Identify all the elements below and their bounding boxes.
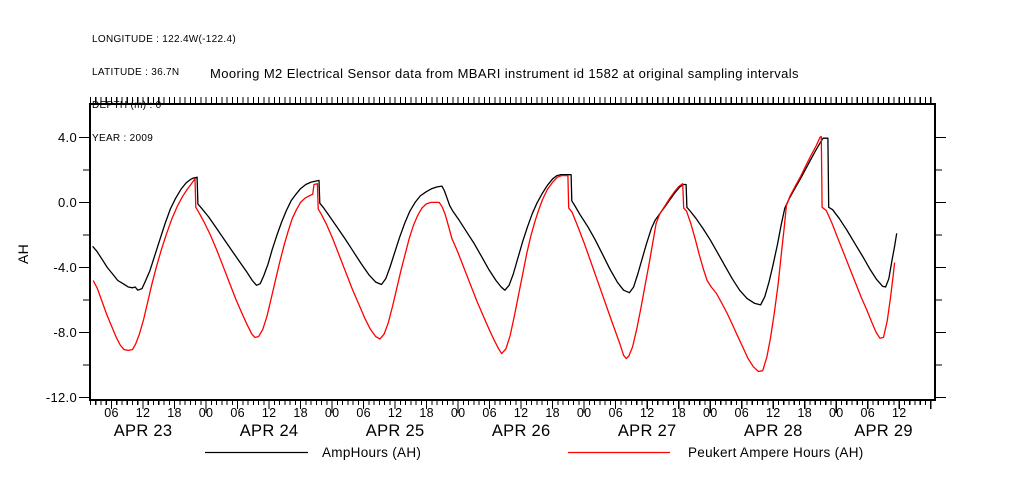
metadata-year: YEAR : 2009 xyxy=(92,133,154,144)
legend-label-1: Peukert Ampere Hours (AH) xyxy=(688,445,864,460)
y-tick-label: -4.0 xyxy=(53,260,77,275)
hour-tick-label: 12 xyxy=(262,406,277,420)
hour-tick-label: 00 xyxy=(577,406,592,420)
hour-tick-label: 12 xyxy=(766,406,781,420)
axis-ticks xyxy=(79,97,946,413)
hour-tick-label: 06 xyxy=(482,406,497,420)
hour-tick-label: 00 xyxy=(199,406,214,420)
hour-tick-label: 06 xyxy=(734,406,749,420)
hour-tick-label: 00 xyxy=(829,406,844,420)
date-label: APR 24 xyxy=(240,422,299,440)
date-label: APR 28 xyxy=(744,422,803,440)
hour-tick-label: 06 xyxy=(104,406,119,420)
hour-tick-label: 18 xyxy=(797,406,812,420)
hour-tick-label: 06 xyxy=(861,406,876,420)
hour-tick-label: 12 xyxy=(514,406,529,420)
hour-tick-label: 12 xyxy=(640,406,655,420)
hour-tick-label: 18 xyxy=(545,406,560,420)
metadata-depth: DEPTH (m) : 0 xyxy=(92,100,162,111)
y-tick-label: -8.0 xyxy=(53,325,77,340)
hour-tick-label: 00 xyxy=(703,406,718,420)
series-line-0 xyxy=(92,137,898,306)
metadata-latitude: LATITUDE : 36.7N xyxy=(92,67,180,78)
hour-tick-label: 12 xyxy=(892,406,907,420)
hour-tick-label: 18 xyxy=(293,406,308,420)
hour-tick-label: 06 xyxy=(608,406,623,420)
plot-frame xyxy=(89,103,936,401)
date-label: APR 29 xyxy=(854,422,913,440)
hour-tick-label: 06 xyxy=(356,406,371,420)
hour-tick-label: 06 xyxy=(230,406,245,420)
y-tick-label: 0.0 xyxy=(58,195,77,210)
legend-label-0: AmpHours (AH) xyxy=(322,445,421,460)
station-metadata: LONGITUDE : 122.4W(-122.4) LATITUDE : 36… xyxy=(92,12,236,155)
hour-tick-label: 18 xyxy=(419,406,434,420)
series-line-1 xyxy=(92,135,896,373)
date-label: APR 25 xyxy=(366,422,425,440)
hour-tick-label: 18 xyxy=(167,406,182,420)
date-label: APR 23 xyxy=(114,422,173,440)
hour-tick-label: 12 xyxy=(136,406,151,420)
metadata-longitude: LONGITUDE : 122.4W(-122.4) xyxy=(92,34,236,45)
hour-tick-label: 00 xyxy=(451,406,466,420)
date-label: APR 27 xyxy=(618,422,677,440)
hour-tick-label: 00 xyxy=(325,406,340,420)
hour-tick-label: 12 xyxy=(388,406,403,420)
chart-title: Mooring M2 Electrical Sensor data from M… xyxy=(210,66,799,81)
y-tick-label: -12.0 xyxy=(46,390,77,405)
hour-tick-label: 18 xyxy=(671,406,686,420)
date-label: APR 26 xyxy=(492,422,551,440)
y-axis-label: AH xyxy=(15,244,31,264)
y-tick-label: 4.0 xyxy=(58,130,77,145)
